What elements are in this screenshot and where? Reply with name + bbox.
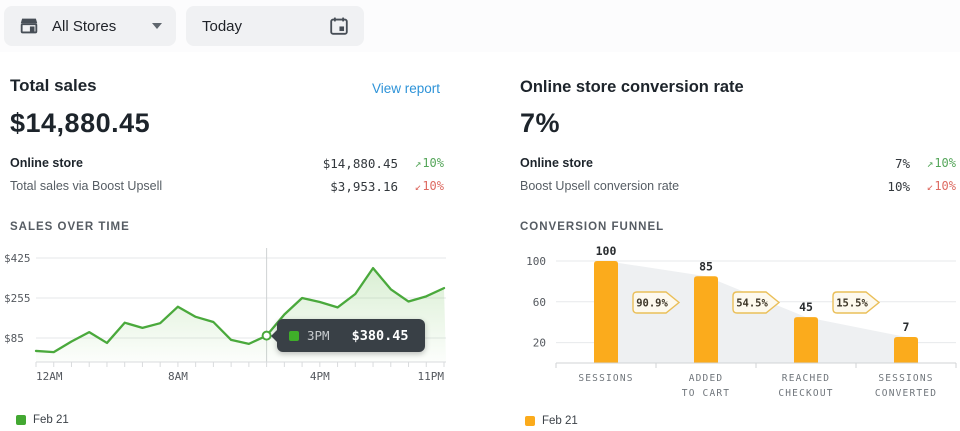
svg-text:SESSIONS: SESSIONS: [578, 373, 633, 384]
sales-metric-rows: Online store $14,880.45 ↗10% Total sales…: [10, 155, 444, 194]
conversion-panel-title: Online store conversion rate: [520, 78, 744, 96]
svg-text:TO CART: TO CART: [682, 388, 730, 399]
svg-text:11PM: 11PM: [418, 370, 445, 383]
legend-label: Feb 21: [542, 415, 578, 427]
chart-tooltip: 3PM $380.45: [271, 319, 425, 352]
svg-text:$425: $425: [4, 252, 31, 265]
metric-delta: ↗10%: [414, 156, 444, 170]
calendar-icon: [330, 17, 348, 35]
conversion-metric-rows: Online store 7% ↗10% Boost Upsell conver…: [520, 155, 956, 194]
legend-label: Feb 21: [33, 414, 69, 426]
svg-text:$255: $255: [4, 292, 31, 305]
metric-label: Boost Upsell conversion rate: [520, 179, 680, 193]
metric-label: Online store: [520, 156, 593, 170]
conversion-rate-value: 7%: [520, 108, 561, 138]
storefront-icon: [20, 18, 38, 34]
conversion-funnel-chart[interactable]: 20 60 100 100 85 45 7 90.9% 54.5% 15.5% SESSIONS AD…: [480, 240, 960, 412]
store-selector-label: All Stores: [52, 17, 117, 35]
svg-text:15.5%: 15.5%: [836, 298, 868, 310]
date-selector-button[interactable]: Today: [186, 6, 364, 46]
legend-swatch-green: [16, 415, 26, 425]
arrow-up-icon: ↗: [414, 157, 422, 170]
metric-delta: ↙10%: [414, 179, 444, 193]
metric-label: Total sales via Boost Upsell: [10, 179, 163, 193]
view-report-link[interactable]: View report: [371, 81, 440, 96]
metric-value: 7%: [894, 155, 910, 171]
svg-text:20: 20: [533, 337, 546, 350]
tooltip-value: $380.45: [351, 327, 409, 344]
svg-text:4PM: 4PM: [310, 370, 330, 383]
svg-text:ADDED: ADDED: [689, 373, 724, 384]
svg-text:REACHED: REACHED: [782, 373, 830, 384]
sales-line-chart[interactable]: $85 $255 $425 12AM 8AM 4PM 11PM: [0, 240, 460, 395]
total-sales-value: $14,880.45: [10, 108, 151, 138]
metric-delta: ↙10%: [926, 179, 956, 193]
svg-text:100: 100: [526, 255, 546, 268]
sales-legend: Feb 21: [16, 414, 69, 426]
svg-text:8AM: 8AM: [168, 370, 188, 383]
svg-text:12AM: 12AM: [36, 370, 63, 383]
svg-text:CONVERTED: CONVERTED: [875, 388, 937, 399]
svg-text:$85: $85: [4, 332, 24, 345]
svg-text:CHECKOUT: CHECKOUT: [778, 388, 833, 399]
date-selector-label: Today: [202, 17, 243, 35]
metric-row-boost-upsell: Total sales via Boost Upsell $3,953.16 ↙…: [10, 178, 444, 194]
metric-row-online-store: Online store $14,880.45 ↗10%: [10, 155, 444, 171]
arrow-down-icon: ↙: [926, 180, 934, 193]
store-selector-button[interactable]: All Stores: [4, 6, 176, 46]
sales-panel-title: Total sales: [10, 76, 97, 95]
svg-text:54.5%: 54.5%: [736, 298, 768, 310]
top-bar: All Stores Today: [0, 0, 960, 52]
tooltip-series-swatch: [289, 330, 299, 341]
svg-text:45: 45: [799, 300, 813, 314]
metric-row-boost-upsell-rate: Boost Upsell conversion rate 10% ↙10%: [520, 178, 956, 194]
svg-text:7: 7: [903, 320, 910, 334]
arrow-down-icon: ↙: [414, 180, 422, 193]
svg-text:60: 60: [533, 296, 546, 309]
metric-value: 10%: [887, 178, 910, 194]
conversion-funnel-heading: CONVERSION FUNNEL: [520, 221, 665, 233]
chevron-down-icon: [152, 23, 162, 29]
legend-swatch-amber: [525, 416, 535, 426]
arrow-up-icon: ↗: [926, 157, 934, 170]
svg-text:90.9%: 90.9%: [636, 298, 668, 310]
metric-value: $3,953.16: [330, 178, 398, 194]
metric-label: Online store: [10, 156, 83, 170]
svg-text:85: 85: [699, 259, 713, 273]
metric-value: $14,880.45: [322, 155, 398, 171]
conversion-legend: Feb 21: [525, 415, 578, 427]
sales-over-time-heading: SALES OVER TIME: [10, 221, 130, 233]
metric-delta: ↗10%: [926, 156, 956, 170]
svg-text:100: 100: [596, 244, 617, 258]
metric-row-online-store: Online store 7% ↗10%: [520, 155, 956, 171]
svg-text:SESSIONS: SESSIONS: [878, 373, 933, 384]
tooltip-time: 3PM: [307, 328, 330, 343]
